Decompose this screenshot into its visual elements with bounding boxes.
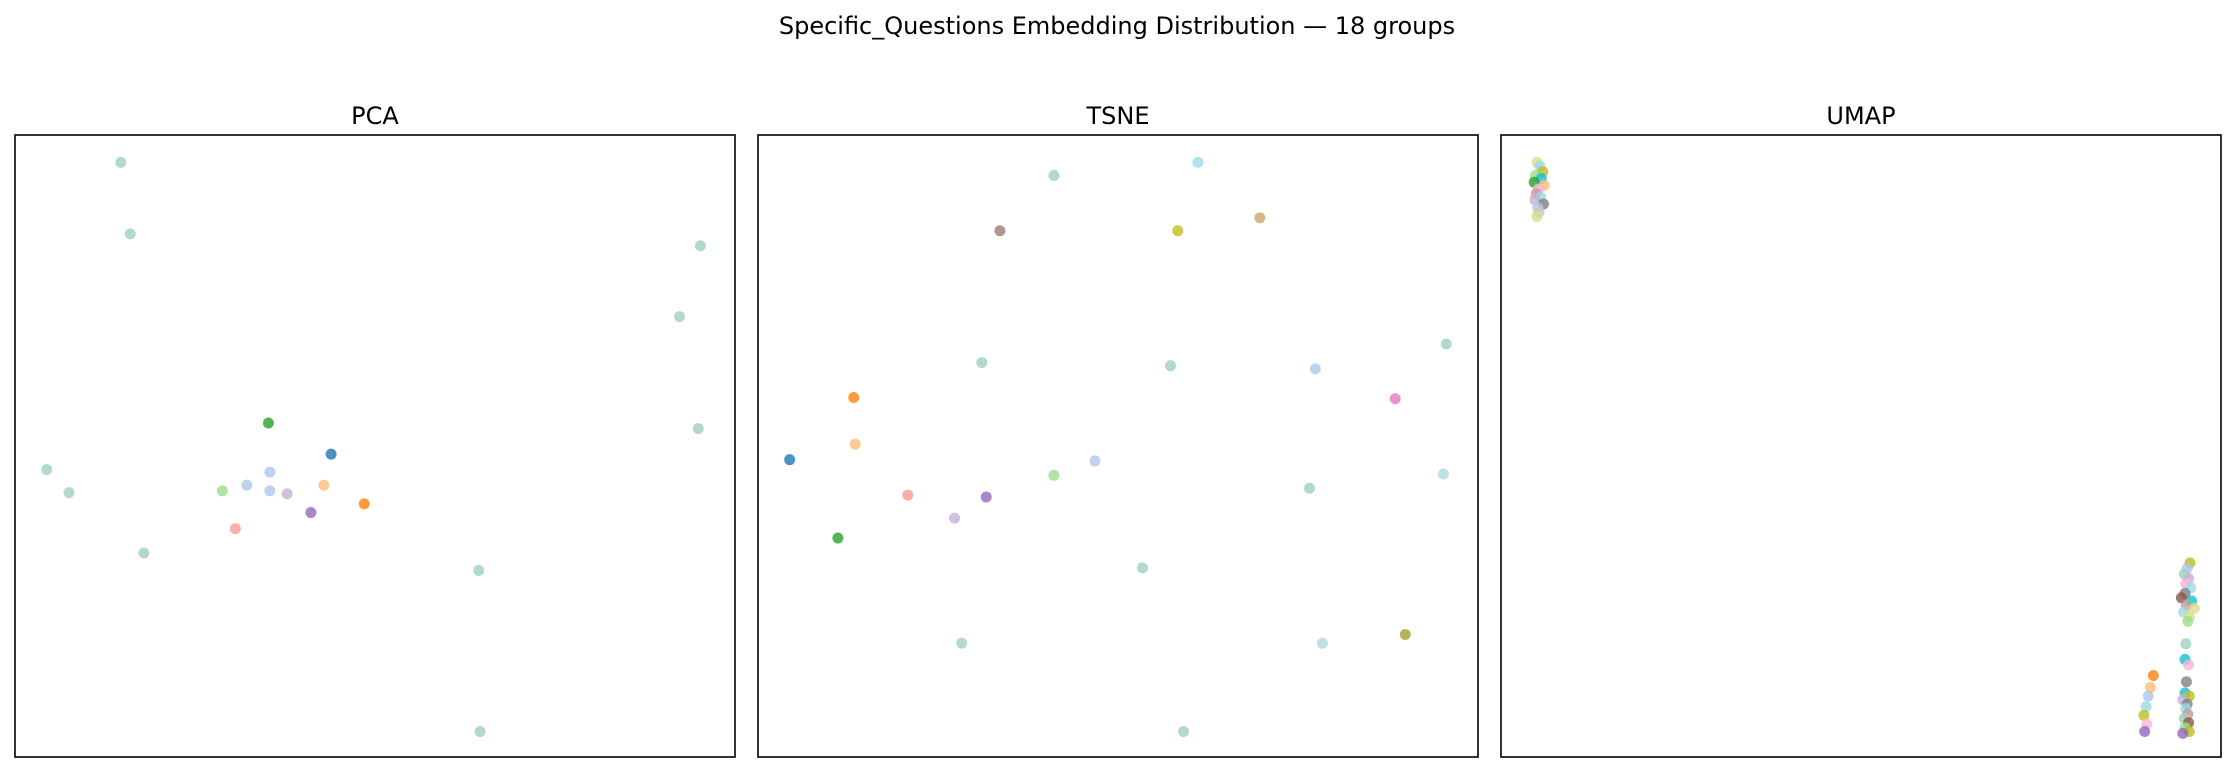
umap-point-47 (2140, 701, 2152, 713)
umap-point-32 (2180, 676, 2192, 688)
pca-point-6 (63, 487, 75, 499)
pca-point-17 (318, 479, 330, 491)
pca-point-8 (473, 564, 485, 576)
tsne-point-13 (1089, 455, 1101, 467)
pca-point-5 (41, 464, 53, 476)
tsne-point-18 (980, 491, 992, 503)
pca-point-18 (358, 498, 370, 510)
tsne-point-6 (976, 357, 988, 369)
tsne-point-5 (1440, 338, 1452, 350)
tsne-point-25 (1178, 725, 1190, 737)
umap-point-25 (2188, 602, 2200, 614)
tsne-point-24 (1316, 637, 1328, 649)
umap-point-28 (2182, 615, 2194, 627)
pca-point-10 (262, 417, 274, 429)
panel-title-pca: PCA (351, 102, 399, 130)
axes-frame-umap (1500, 134, 2222, 758)
pca-point-14 (264, 485, 276, 497)
panel-pca: PCA (14, 102, 736, 758)
umap-point-45 (2144, 681, 2156, 693)
tsne-point-11 (849, 438, 861, 450)
tsne-point-2 (1254, 212, 1266, 224)
tsne-point-19 (949, 512, 961, 524)
pca-point-20 (229, 523, 241, 535)
tsne-point-12 (784, 454, 796, 466)
umap-point-44 (2147, 670, 2159, 682)
pca-point-0 (115, 156, 127, 168)
tsne-point-16 (1304, 482, 1316, 494)
points-layer-pca (41, 156, 706, 737)
tsne-point-7 (1165, 360, 1177, 372)
pca-point-19 (305, 507, 317, 519)
tsne-point-15 (1437, 468, 1449, 480)
axes-frame-pca (14, 134, 736, 758)
figure-title: Specific_Questions Embedding Distributio… (779, 12, 1455, 40)
pca-point-4 (692, 423, 704, 435)
pca-point-16 (281, 488, 293, 500)
umap-point-14 (1531, 210, 1543, 222)
pca-point-12 (264, 466, 276, 478)
points-layer-tsne (784, 156, 1452, 737)
pca-point-1 (124, 228, 136, 240)
umap-point-29 (2180, 638, 2192, 650)
umap-point-50 (2139, 725, 2151, 737)
tsne-point-1 (1048, 169, 1060, 181)
tsne-point-9 (1389, 393, 1401, 405)
pca-point-11 (325, 448, 337, 460)
points-layer-umap (1528, 156, 2200, 739)
tsne-point-4 (1172, 225, 1184, 237)
umap-point-48 (2138, 709, 2150, 721)
pca-point-15 (216, 485, 228, 497)
umap-point-31 (2183, 659, 2195, 671)
tsne-point-14 (1048, 469, 1060, 481)
umap-point-46 (2142, 690, 2154, 702)
axes-frame-tsne (757, 134, 1479, 758)
panel-umap: UMAP (1500, 102, 2222, 758)
tsne-point-8 (1309, 363, 1321, 375)
tsne-point-3 (994, 225, 1006, 237)
pca-point-7 (138, 547, 150, 559)
tsne-point-10 (848, 391, 860, 403)
tsne-point-23 (956, 637, 968, 649)
panel-tsne: TSNE (757, 102, 1479, 758)
pca-point-2 (694, 240, 706, 252)
tsne-point-20 (832, 532, 844, 544)
tsne-point-17 (902, 489, 914, 501)
tsne-point-21 (1136, 562, 1148, 574)
tsne-point-22 (1399, 628, 1411, 640)
tsne-point-0 (1192, 156, 1204, 168)
umap-point-43 (2177, 727, 2189, 739)
panel-title-tsne: TSNE (1085, 102, 1149, 130)
panel-title-umap: UMAP (1826, 102, 1895, 130)
pca-point-13 (241, 479, 253, 491)
pca-point-9 (474, 725, 486, 737)
pca-point-3 (674, 311, 686, 323)
